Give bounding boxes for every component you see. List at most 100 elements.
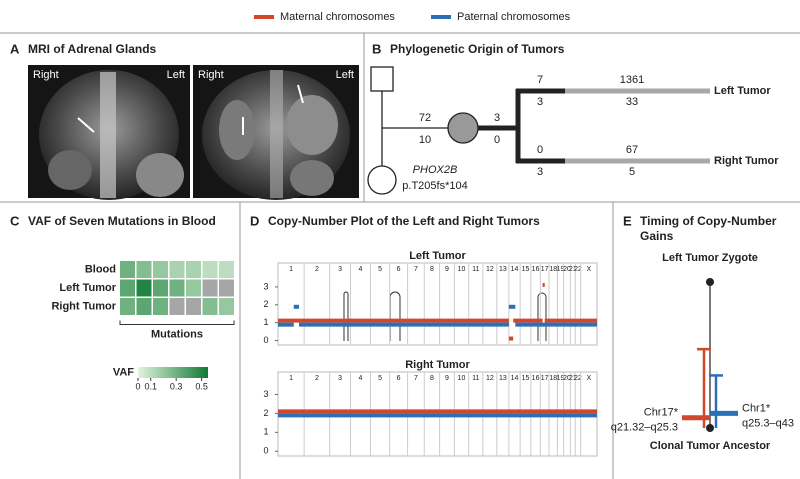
chromosome-label: 3 (338, 375, 342, 382)
phylogenetic-tree (367, 66, 710, 195)
chromosome-label: 12 (486, 375, 494, 382)
heatmap-cell (136, 261, 152, 278)
legend-label: Paternal chromosomes (457, 11, 571, 23)
heatmap-cell (202, 298, 218, 315)
chromosome-label: 7 (414, 266, 418, 273)
panel-title: MRI of Adrenal Glands (28, 42, 157, 56)
mutation-count: 3 (537, 96, 543, 108)
heatmap-cell (219, 279, 234, 297)
y-tick-label: 0 (263, 335, 268, 345)
plot-frame (277, 262, 598, 346)
heatmap-cell (153, 298, 168, 315)
row-label: Left Tumor (59, 282, 116, 294)
chromosome-label: 13 (499, 266, 507, 273)
y-tick-label: 2 (263, 299, 268, 309)
rearrangement-loop (343, 291, 547, 341)
panel-letter: E (623, 213, 632, 228)
chromosome-label: 10 (458, 266, 466, 273)
heatmap-cell (153, 279, 168, 297)
colorbar-tick-label: 0.5 (195, 381, 208, 391)
chromosome-label: 9 (445, 375, 449, 382)
mutation-count: 1361 (620, 74, 644, 86)
chromosome-label: 1 (289, 266, 293, 273)
mutation-count: 72 (419, 112, 431, 124)
chromosome-label: 2 (315, 266, 319, 273)
legend-label: Maternal chromosomes (280, 11, 395, 23)
chromosome-label: 17 (541, 375, 549, 382)
plot-title: Right Tumor (405, 359, 470, 371)
image-label: Left (167, 69, 185, 81)
chromosome-label: 18 (549, 375, 557, 382)
gain-region: q25.3–q43 (742, 417, 794, 429)
mri-image: Right Left (193, 65, 359, 200)
chromosome-label: 11 (472, 375, 479, 382)
panel-letter: A (10, 41, 20, 56)
chromosome-label: 19 (557, 266, 565, 273)
image-label: Right (198, 69, 224, 81)
tumor-label: Right Tumor (714, 155, 779, 167)
chromosome-label: 18 (549, 266, 557, 273)
panel-letter: B (372, 41, 381, 56)
chromosome-label: 19 (557, 375, 565, 382)
heatmap-cell (202, 279, 218, 297)
chromosome-label: 14 (511, 266, 519, 273)
chromosome-label: 8 (430, 266, 434, 273)
x-axis-label: Mutations (151, 328, 203, 340)
chromosome-label: 15 (522, 375, 530, 382)
gain-region: q21.32–q25.3 (611, 422, 678, 434)
gain-label: Chr1* (742, 402, 771, 414)
y-tick-label: 3 (263, 281, 268, 291)
panel-title: Phylogenetic Origin of Tumors (390, 42, 565, 56)
mutation-count: 0 (494, 134, 500, 146)
y-tick-label: 2 (263, 408, 268, 418)
chromosome-label: X (586, 266, 591, 273)
heatmap-cell (219, 298, 234, 315)
heatmap-cell (169, 298, 185, 315)
chromosome-label: 4 (359, 375, 363, 382)
chromosome-label: 12 (486, 266, 494, 273)
top-label: Left Tumor Zygote (662, 252, 758, 264)
gene-label: PHOX2B (413, 164, 458, 176)
heatmap-cell (186, 261, 201, 278)
chromosome-label: 14 (511, 375, 519, 382)
mutation-count: 67 (626, 144, 638, 156)
plot-title: Left Tumor (409, 250, 466, 262)
panel-title: VAF of Seven Mutations in Blood (28, 214, 216, 228)
image-label: Right (33, 69, 59, 81)
chromosome-label: 6 (397, 375, 401, 382)
chromosome-label: 21 (569, 266, 577, 273)
panel-letter: C (10, 213, 20, 228)
mri-image: Right Left (28, 65, 190, 200)
heatmap-cell (120, 298, 135, 315)
chromosome-label: 5 (378, 375, 382, 382)
row-label: Right Tumor (51, 300, 116, 312)
axis-bracket (119, 320, 235, 325)
mutation-count: 33 (626, 96, 638, 108)
chromosome-label: 1 (289, 375, 293, 382)
chromosome-label: 2 (315, 375, 319, 382)
chromosome-label: 11 (472, 266, 479, 273)
mutation-count: 7 (537, 74, 543, 86)
timeline-node (706, 278, 714, 286)
gain-label: Chr17* (644, 407, 679, 419)
heatmap-cell (202, 261, 218, 278)
heatmap-cell (120, 279, 135, 297)
chromosome-label: 21 (569, 375, 577, 382)
row-label: Blood (85, 263, 116, 275)
heatmap-cell (136, 279, 152, 297)
variant-label: p.T205fs*104 (402, 180, 467, 192)
chromosome-label: 3 (338, 266, 342, 273)
chromosome-label: 16 (532, 266, 540, 273)
chromosome-label: 7 (414, 375, 418, 382)
chromosome-label: 4 (359, 266, 363, 273)
panel-letter: D (250, 213, 259, 228)
heatmap-cell (186, 298, 201, 315)
chromosome-label: 22 (574, 266, 582, 273)
chromosome-label: 20 (563, 375, 571, 382)
chromosome-label: 20 (563, 266, 571, 273)
chromosome-label: 10 (458, 375, 466, 382)
y-tick-label: 0 (263, 446, 268, 456)
mutation-count: 0 (537, 144, 543, 156)
